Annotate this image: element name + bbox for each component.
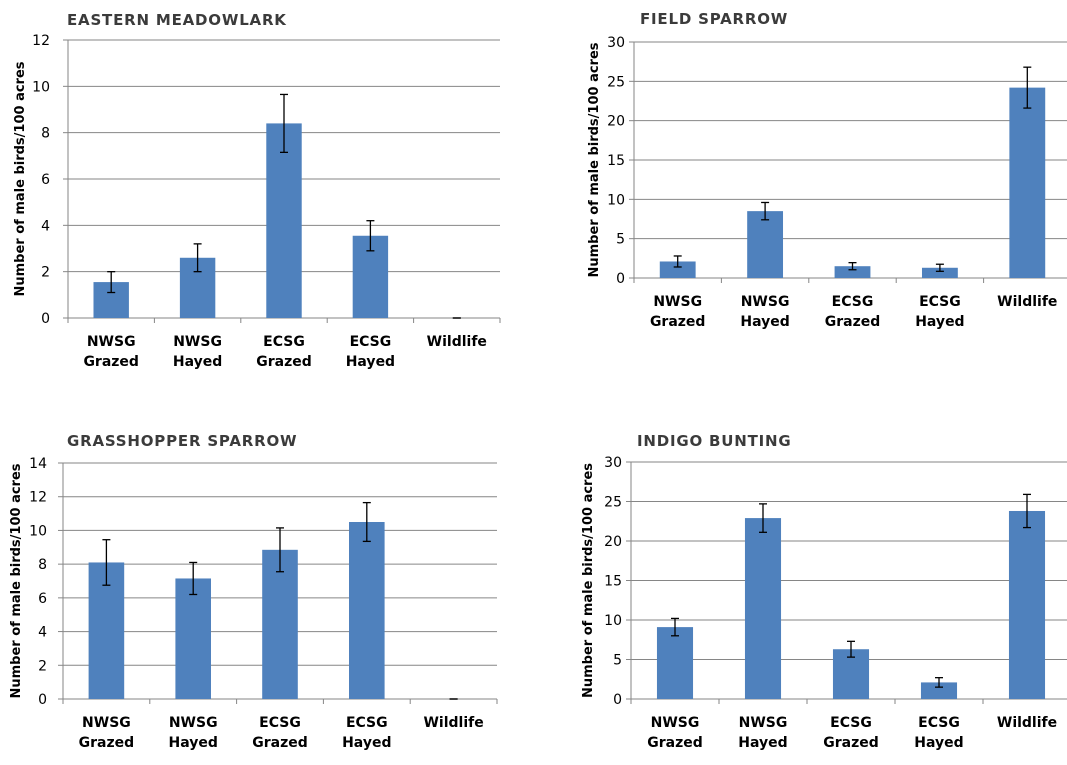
bar-nwsg-grazed <box>656 627 694 699</box>
y-tick-label: 0 <box>41 311 50 327</box>
bar-nwsg-hayed <box>747 211 784 278</box>
error-bar <box>759 503 767 533</box>
chart-title: GRASSHOPPER SPARROW <box>67 432 297 450</box>
error-bar <box>1023 66 1032 109</box>
error-bar <box>847 640 855 658</box>
y-tick-label: 0 <box>616 271 625 287</box>
chart-title: EASTERN MEADOWLARK <box>67 11 287 29</box>
y-tick-label: 15 <box>607 153 625 169</box>
y-tick-label: 12 <box>32 33 50 49</box>
x-category-label: NWSG Grazed <box>647 715 703 751</box>
chart-1: EASTERN MEADOWLARK Number of male birds/1… <box>13 11 501 370</box>
error-bar <box>1023 493 1031 529</box>
error-bar <box>935 263 944 272</box>
y-tick-label: 14 <box>29 456 47 472</box>
y-tick-label: 10 <box>607 192 625 208</box>
bar-ecsg-grazed <box>266 123 302 319</box>
chart-title: INDIGO BUNTING <box>637 432 792 450</box>
bar-ecsg-hayed <box>920 682 958 699</box>
x-category-label: NWSG Hayed <box>740 294 789 330</box>
chart-4: INDIGO BUNTING Number of male birds/100 a… <box>581 432 1067 751</box>
chart-title: FIELD SPARROW <box>640 10 788 28</box>
y-tick-label: 20 <box>604 534 622 550</box>
x-category-label: ECSG Hayed <box>342 715 391 751</box>
y-axis-title: Number of male birds/100 acres <box>13 61 28 296</box>
y-axis-title: Number of male birds/100 acres <box>9 463 24 698</box>
x-category-label: ECSG Grazed <box>823 715 879 751</box>
x-category-label: ECSG Hayed <box>914 715 963 751</box>
y-tick-label: 6 <box>41 172 50 188</box>
y-tick-label: 10 <box>32 79 50 95</box>
y-tick-label: 25 <box>604 495 622 511</box>
error-bar <box>673 255 682 268</box>
y-tick-label: 2 <box>38 658 47 674</box>
x-category-label: NWSG Hayed <box>169 715 218 751</box>
x-category-label: ECSG Hayed <box>346 334 395 370</box>
error-bar <box>193 243 202 273</box>
x-category-label: Wildlife <box>997 294 1057 310</box>
error-bar <box>848 262 857 271</box>
error-bar <box>671 617 679 637</box>
error-bar <box>276 527 284 573</box>
bar-wildlife <box>1009 87 1046 278</box>
y-tick-label: 4 <box>38 625 47 641</box>
error-bar <box>189 561 198 596</box>
bar-wildlife <box>1008 510 1046 699</box>
y-tick-label: 4 <box>41 218 50 234</box>
chart-3: GRASSHOPPER SPARROW Number of male birds/… <box>9 432 498 751</box>
y-tick-label: 2 <box>41 265 50 281</box>
error-bar <box>366 220 375 252</box>
y-tick-label: 0 <box>613 692 622 708</box>
x-category-label: NWSG Grazed <box>650 294 706 330</box>
y-axis-title: Number of male birds/100 acres <box>587 42 602 277</box>
x-category-label: ECSG Grazed <box>825 294 881 330</box>
y-tick-label: 10 <box>29 523 47 539</box>
y-tick-label: 5 <box>613 653 622 669</box>
y-axis-title: Number of male birds/100 acres <box>581 463 596 698</box>
y-tick-label: 15 <box>604 574 622 590</box>
x-category-label: ECSG Hayed <box>915 294 964 330</box>
x-category-label: NWSG Grazed <box>83 334 139 370</box>
x-category-label: Wildlife <box>423 715 483 731</box>
error-bar <box>761 201 770 221</box>
y-tick-label: 8 <box>38 557 47 573</box>
y-tick-label: 30 <box>607 35 625 51</box>
error-bar <box>362 501 371 543</box>
x-category-label: NWSG Hayed <box>173 334 222 370</box>
error-bar <box>935 677 943 688</box>
bar-nwsg-grazed <box>659 261 696 278</box>
x-category-label: NWSG Grazed <box>79 715 135 751</box>
error-bar <box>107 271 116 294</box>
x-category-label: ECSG Grazed <box>256 334 312 370</box>
bar-ecsg-hayed <box>349 522 385 699</box>
x-category-label: Wildlife <box>997 715 1057 731</box>
y-tick-label: 10 <box>604 613 622 629</box>
error-bar <box>280 93 288 154</box>
chart-2: FIELD SPARROW Number of male birds/100 ac… <box>587 10 1067 330</box>
bar-nwsg-hayed <box>175 578 211 699</box>
y-tick-label: 12 <box>29 490 47 506</box>
y-tick-label: 25 <box>607 74 625 90</box>
y-tick-label: 30 <box>604 455 622 471</box>
y-tick-label: 0 <box>38 692 47 708</box>
y-tick-label: 8 <box>41 126 50 142</box>
y-tick-label: 6 <box>38 591 47 607</box>
bar-nwsg-hayed <box>744 518 782 699</box>
bar-ecsg-grazed <box>834 266 871 278</box>
bar-ecsg-grazed <box>262 549 298 699</box>
y-tick-label: 5 <box>616 232 625 248</box>
x-category-label: Wildlife <box>427 334 487 350</box>
x-category-label: ECSG Grazed <box>252 715 308 751</box>
y-tick-label: 20 <box>607 114 625 130</box>
error-bar <box>102 539 111 586</box>
x-category-label: NWSG Hayed <box>738 715 787 751</box>
bar-ecsg-hayed <box>921 267 958 278</box>
